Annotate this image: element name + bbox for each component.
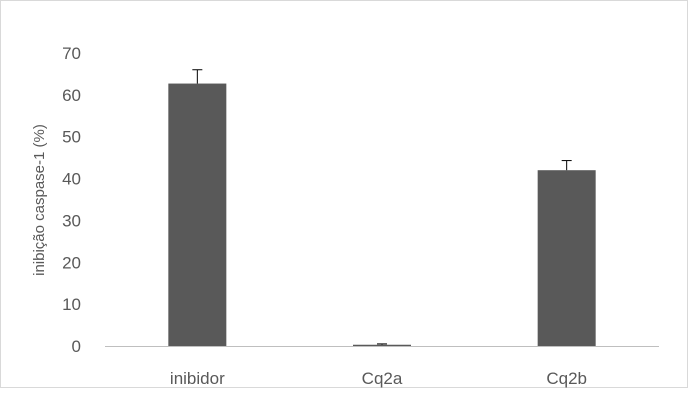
- y-axis-title: inibição caspase-1 (%): [31, 124, 48, 276]
- bar: [353, 344, 411, 346]
- bar: [168, 83, 227, 346]
- x-axis-labels: inibidor Cq2a Cq2b: [170, 369, 587, 388]
- y-axis-ticks: 0 10 20 30 40 50 60 70: [62, 44, 81, 356]
- y-tick-label: 50: [62, 128, 81, 147]
- y-tick-label: 30: [62, 211, 81, 230]
- y-tick-label: 60: [62, 86, 81, 105]
- x-category-label: Cq2b: [546, 369, 587, 388]
- y-tick-label: 40: [62, 170, 81, 189]
- bars-group: [168, 83, 596, 346]
- y-tick-label: 20: [62, 253, 81, 272]
- y-tick-label: 10: [62, 295, 81, 314]
- x-category-label: Cq2a: [362, 369, 403, 388]
- bar: [537, 170, 596, 346]
- error-bars-group: [192, 69, 572, 345]
- x-category-label: inibidor: [170, 369, 225, 388]
- y-tick-label: 0: [72, 337, 81, 356]
- y-tick-label: 70: [62, 44, 81, 63]
